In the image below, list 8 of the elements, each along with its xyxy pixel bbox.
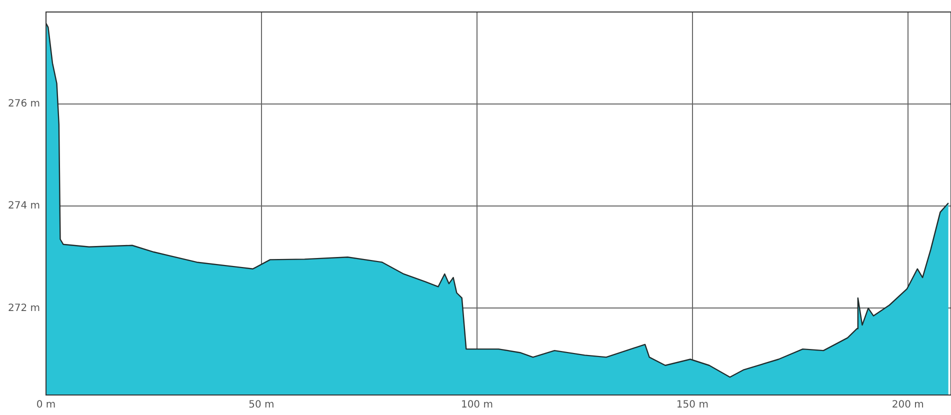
x-tick-label: 0 m [36,400,56,411]
y-tick-label: 274 m [8,200,40,212]
y-tick-label: 276 m [8,98,40,110]
x-tick-label: 200 m [892,400,924,411]
y-tick-label: 272 m [8,302,40,314]
x-tick-label: 50 m [248,400,274,411]
x-tick-label: 100 m [460,400,493,411]
x-tick-label: 150 m [676,400,708,411]
